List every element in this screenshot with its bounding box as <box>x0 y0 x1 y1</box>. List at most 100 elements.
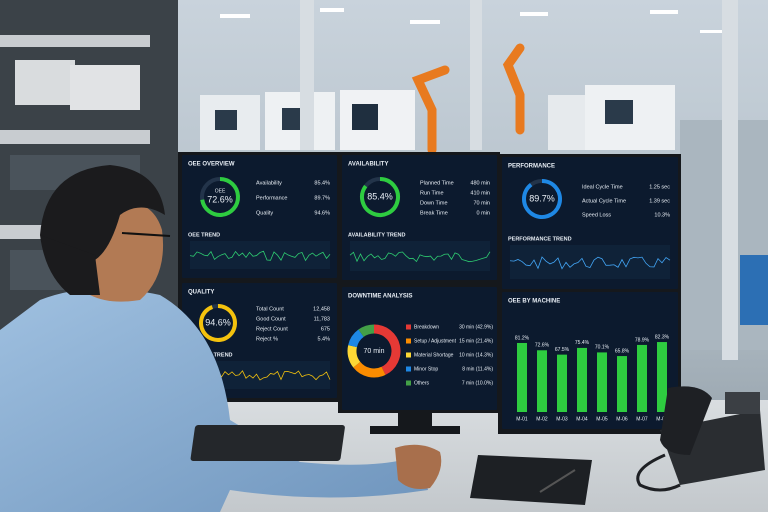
metric-value: 12,458 <box>313 306 330 312</box>
legend-value: 10 min (14.3%) <box>459 352 493 358</box>
donut-segment <box>348 329 364 348</box>
ceiling-lights <box>220 8 722 33</box>
bar-category-label: M-07 <box>636 416 648 422</box>
trend-line <box>349 251 491 263</box>
bar <box>557 354 567 412</box>
metric-label: Actual Cycle Time <box>582 198 626 204</box>
legend-value: 8 min (11.4%) <box>462 366 493 372</box>
panel-title: OEE OVERVIEW <box>188 162 235 168</box>
donut-segment <box>358 324 375 338</box>
metric-value: 5.4% <box>317 336 330 342</box>
legend-swatch <box>406 324 411 330</box>
gauge-value: 89.7% <box>529 193 555 203</box>
legend-swatch <box>406 380 411 386</box>
metric-label: Availability <box>256 180 282 186</box>
panel-background <box>502 292 678 429</box>
desk-phone <box>636 386 765 492</box>
legend-swatch <box>406 352 411 358</box>
dashboard-panel: OEE BY MACHINE 81.2% M-01 72.6% M-02 67.5% M-0… <box>502 292 678 429</box>
bar-value-label: 78.9% <box>635 337 650 343</box>
panel-title: OEE BY MACHINE <box>508 299 560 305</box>
bar-value-label: 72.6% <box>535 343 550 349</box>
bar-value-label: 81.2% <box>515 335 530 341</box>
donut-segment <box>347 345 361 368</box>
metric-value: 1.25 sec <box>649 184 670 190</box>
metric-value: 480 min <box>470 180 490 186</box>
legend-label: Others <box>414 380 430 386</box>
legend-value: 15 min (21.4%) <box>459 338 493 344</box>
panel-title: DOWNTIME ANALYSIS <box>348 294 413 300</box>
trend-title: PERFORMANCE TREND <box>508 236 572 242</box>
donut-segment <box>353 361 386 378</box>
panel-background <box>342 287 497 410</box>
metric-value: 410 min <box>470 190 490 196</box>
bar <box>637 344 647 412</box>
metric-label: Ideal Cycle Time <box>582 184 623 190</box>
bar-value-label: 82.3% <box>655 334 670 340</box>
bar-category-label: M-03 <box>556 416 568 422</box>
metric-value: 85.4% <box>314 180 330 186</box>
legend-swatch <box>406 338 411 344</box>
gauge-arc <box>360 177 400 217</box>
keyboard <box>190 425 345 461</box>
trend-line <box>189 250 331 262</box>
notebook <box>470 455 592 505</box>
metric-label: Good Count <box>256 316 286 322</box>
metric-label: Down Time <box>420 200 448 206</box>
metric-value: 10.3% <box>654 212 670 218</box>
legend-label: Breakdown <box>414 324 439 330</box>
bar-value-label: 70.1% <box>595 345 610 351</box>
metric-value: 11,783 <box>314 316 330 322</box>
legend-swatch <box>406 366 411 372</box>
metric-label: Planned Time <box>420 180 454 186</box>
bar <box>657 342 667 412</box>
metric-label: Reject Count <box>256 326 288 332</box>
metric-label: Speed Loss <box>582 212 611 218</box>
metric-value: 0 min <box>477 210 490 216</box>
gauge-label: OEE <box>215 188 226 194</box>
gauge-arc <box>199 304 237 342</box>
bar-category-label: M-01 <box>516 416 528 422</box>
trend-title: AVAILABILITY TREND <box>348 232 405 238</box>
bar <box>537 350 547 412</box>
legend-value: 7 min (10.0%) <box>462 380 493 386</box>
metric-label: Quality <box>256 210 273 216</box>
donut-total: 70 min <box>363 348 384 355</box>
operator <box>0 165 442 512</box>
trend-area <box>350 241 490 271</box>
gauge-value: 85.4% <box>367 191 393 201</box>
bar <box>577 347 587 412</box>
pillars <box>300 0 738 360</box>
metric-label: Run Time <box>420 190 444 196</box>
gauge-arc <box>522 179 562 219</box>
gauge-arc <box>200 177 240 217</box>
metric-label: Reject % <box>256 336 278 342</box>
bar <box>617 356 627 412</box>
trend-area <box>510 245 670 279</box>
trend-area <box>190 241 330 269</box>
bar-value-label: 67.5% <box>555 347 570 353</box>
metric-value: 94.6% <box>314 210 330 216</box>
metric-label: Performance <box>256 195 288 201</box>
legend-value: 30 min (42.9%) <box>459 324 493 330</box>
bar <box>517 342 527 412</box>
metric-value: 1.39 sec <box>649 198 670 204</box>
dashboard-panel: DOWNTIME ANALYSIS Breakdown 30 min (42.9%)… <box>342 287 497 410</box>
gauge-value: 72.6% <box>207 194 233 204</box>
trend-line <box>509 256 671 270</box>
donut-segment <box>373 324 401 375</box>
bar-category-label: M-08 <box>656 416 668 422</box>
bar-category-label: M-04 <box>576 416 588 422</box>
metric-value: 675 <box>321 326 330 332</box>
bar-category-label: M-05 <box>596 416 608 422</box>
bar <box>597 352 607 412</box>
legend-label: Setup / Adjustment <box>414 338 457 344</box>
panel-title: AVAILABILITY <box>348 162 388 168</box>
legend-label: Minor Stop <box>414 366 438 372</box>
robot-arms <box>411 43 525 155</box>
dashboard-panel: PERFORMANCE 89.7% Ideal Cycle Time 1.25 sec… <box>502 157 678 289</box>
